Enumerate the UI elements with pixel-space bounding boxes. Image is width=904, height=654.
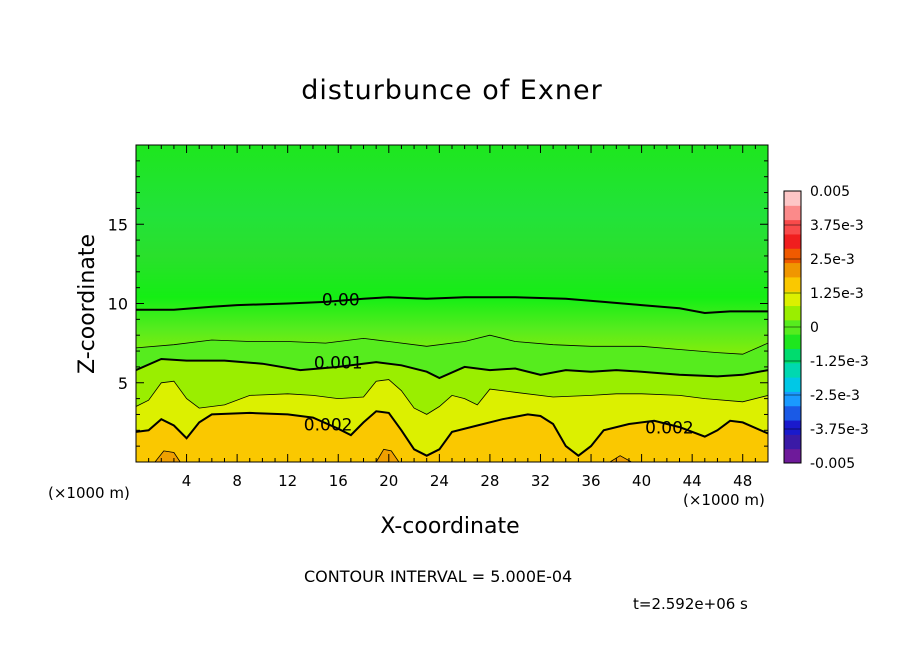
colorbar-swatch <box>784 377 801 392</box>
colorbar-swatch <box>784 262 801 278</box>
time-stamp: t=2.592e+06 s <box>633 595 748 613</box>
x-unit-label-left: (×1000 m) <box>48 484 130 502</box>
colorbar-tick-label: 3.75e-3 <box>810 218 864 234</box>
x-tick-label: 4 <box>182 472 192 490</box>
colorbar-swatch <box>784 448 801 464</box>
colorbar-tick-label: 0 <box>810 320 819 336</box>
contour-label: 0.002 <box>304 416 353 436</box>
colorbar-swatch <box>784 362 801 378</box>
x-unit-label-right: (×1000 m) <box>683 491 765 509</box>
contour-line <box>136 379 768 415</box>
colorbar-swatch <box>784 334 801 349</box>
contour-line <box>136 357 768 380</box>
contour-line <box>136 296 768 315</box>
colorbar-swatch <box>784 305 801 321</box>
x-tick-label: 32 <box>531 472 550 490</box>
contour-band <box>136 411 768 462</box>
contour-label: 0.002 <box>645 419 694 439</box>
colorbar-swatch <box>784 219 801 235</box>
colorbar-swatch <box>784 248 801 264</box>
x-axis-label: X-coordinate <box>380 514 520 539</box>
colorbar-tick-label: -2.5e-3 <box>810 388 860 404</box>
contour-line <box>136 410 768 457</box>
x-tick-label: 44 <box>683 472 702 490</box>
colorbar-swatch <box>784 348 801 364</box>
x-tick-label: 8 <box>232 472 242 490</box>
colorbar-swatch <box>784 420 801 435</box>
contour-line <box>154 450 181 462</box>
x-tick-label: 36 <box>581 472 600 490</box>
x-tick-label: 48 <box>733 472 752 490</box>
colorbar-swatch <box>784 291 801 307</box>
contour-label: 0.001 <box>314 354 363 374</box>
x-tick-label: 28 <box>480 472 499 490</box>
colorbar-tick-label: 1.25e-3 <box>810 286 864 302</box>
colorbar-swatch <box>784 191 801 206</box>
x-tick-label: 24 <box>430 472 449 490</box>
contour-interval-note: CONTOUR INTERVAL = 5.000E-04 <box>304 567 573 586</box>
colorbar-swatch <box>784 405 801 421</box>
y-tick-label: 15 <box>108 215 128 234</box>
colorbar-swatch <box>784 205 801 221</box>
colorbar-swatch <box>784 276 801 292</box>
colorbar-tick-label: -0.005 <box>810 456 855 472</box>
colorbar-swatch <box>784 233 801 249</box>
colorbar-tick-label: -3.75e-3 <box>810 422 869 438</box>
x-tick-label: 20 <box>379 472 398 490</box>
contour-line <box>609 455 632 462</box>
colorbar-tick-label: 2.5e-3 <box>810 252 855 268</box>
x-tick-label: 16 <box>329 472 348 490</box>
colorbar-tick-label: -1.25e-3 <box>810 354 869 370</box>
x-tick-label: 40 <box>632 472 651 490</box>
contour-label: 0.00 <box>322 290 360 310</box>
contour-line <box>136 334 768 355</box>
colorbar-swatch <box>784 434 801 450</box>
y-axis-label: Z-coordinate <box>75 234 100 374</box>
contour-line <box>375 448 400 462</box>
colorbar-tick-label: 0.005 <box>810 184 850 200</box>
chart-title: disturbunce of Exner <box>301 75 603 106</box>
y-tick-label: 5 <box>118 374 128 393</box>
colorbar-swatch <box>784 391 801 407</box>
y-tick-label: 10 <box>108 295 128 314</box>
contour-band <box>610 455 632 462</box>
x-tick-label: 12 <box>278 472 297 490</box>
